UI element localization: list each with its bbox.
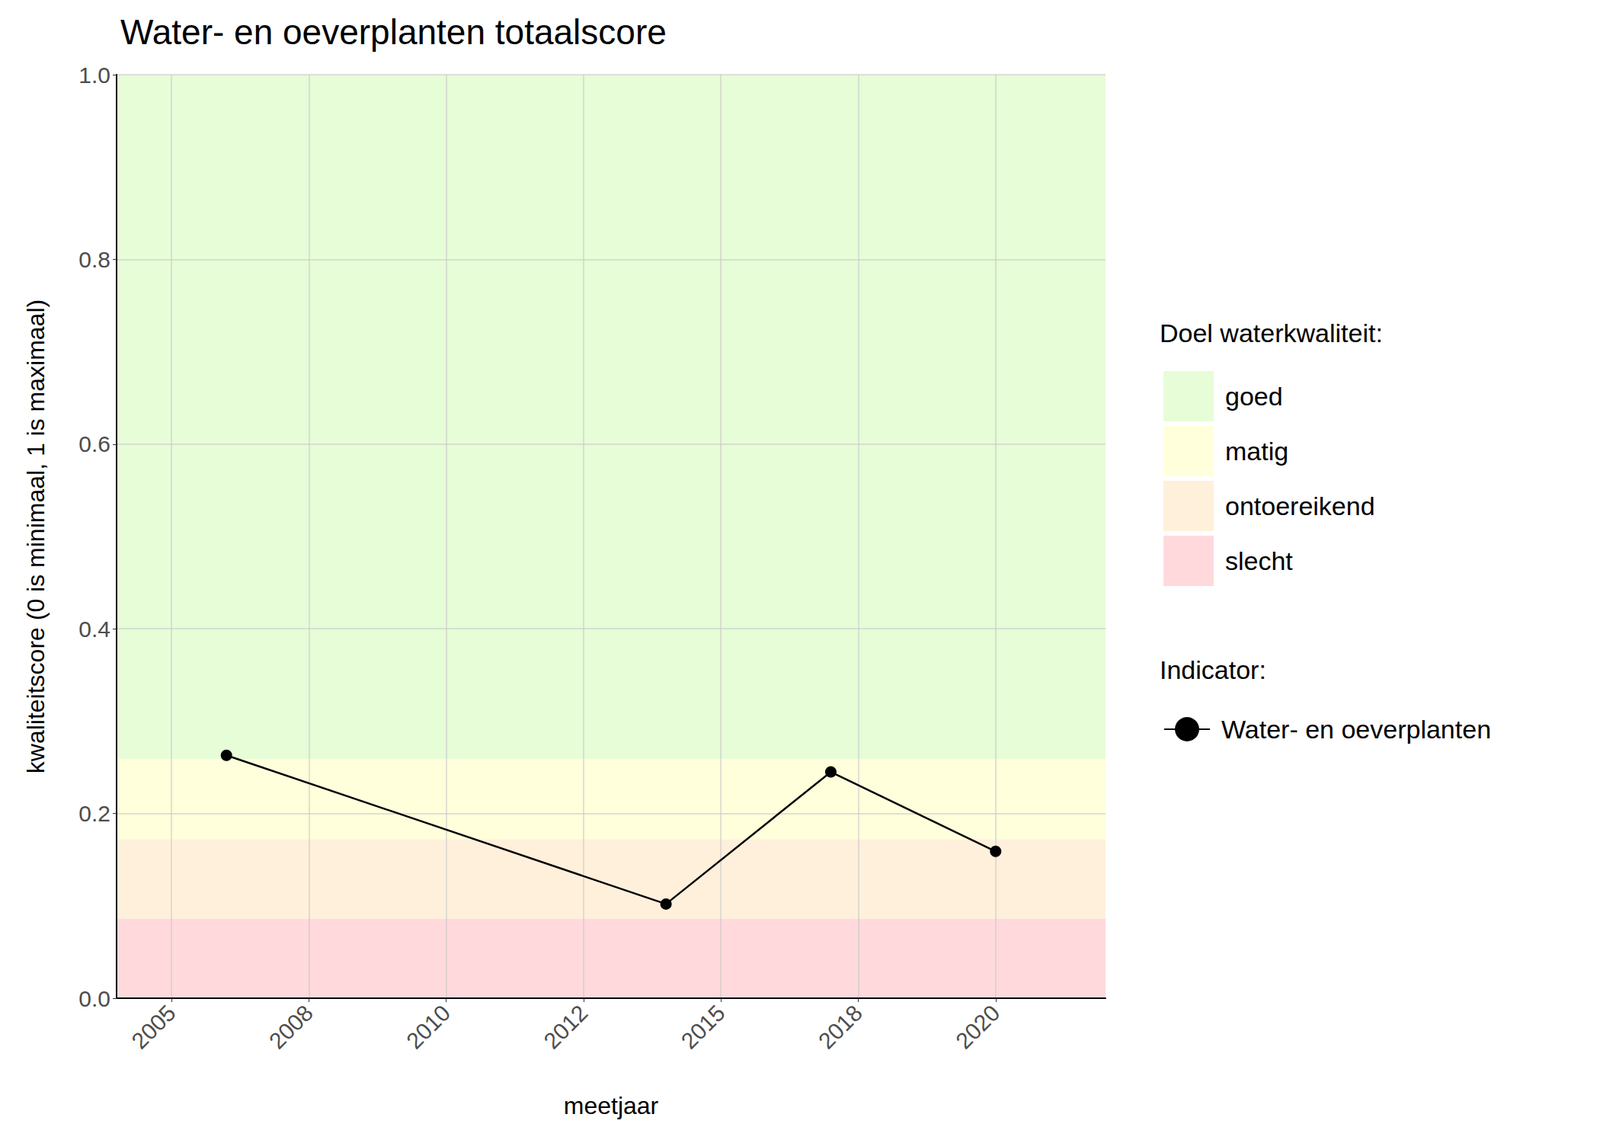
svg-text:kwaliteitscore (0 is minimaal,: kwaliteitscore (0 is minimaal, 1 is maxi… (22, 299, 50, 774)
svg-text:2010: 2010 (401, 999, 456, 1054)
svg-text:Water- en oeverplanten totaals: Water- en oeverplanten totaalscore (120, 12, 667, 52)
svg-text:Indicator:: Indicator: (1159, 655, 1267, 685)
svg-text:1.0: 1.0 (78, 62, 111, 88)
svg-text:goed: goed (1225, 381, 1284, 411)
svg-text:2005: 2005 (126, 999, 181, 1054)
svg-text:2018: 2018 (813, 999, 868, 1054)
svg-text:slecht: slecht (1225, 546, 1293, 576)
svg-text:meetjaar: meetjaar (563, 1091, 660, 1120)
svg-text:2012: 2012 (538, 999, 593, 1054)
svg-text:ontoereikend: ontoereikend (1225, 491, 1376, 521)
svg-text:0.2: 0.2 (78, 800, 111, 826)
svg-text:Water- en oeverplanten: Water- en oeverplanten (1221, 714, 1492, 744)
svg-text:0.8: 0.8 (78, 246, 111, 272)
svg-text:0.0: 0.0 (78, 985, 111, 1012)
svg-text:0.6: 0.6 (78, 431, 111, 457)
svg-text:2020: 2020 (950, 999, 1005, 1054)
svg-text:2008: 2008 (264, 999, 319, 1054)
svg-text:matig: matig (1225, 436, 1289, 466)
svg-text:Doel waterkwaliteit:: Doel waterkwaliteit: (1159, 318, 1383, 348)
svg-text:2015: 2015 (675, 999, 730, 1054)
svg-text:0.4: 0.4 (78, 616, 111, 642)
